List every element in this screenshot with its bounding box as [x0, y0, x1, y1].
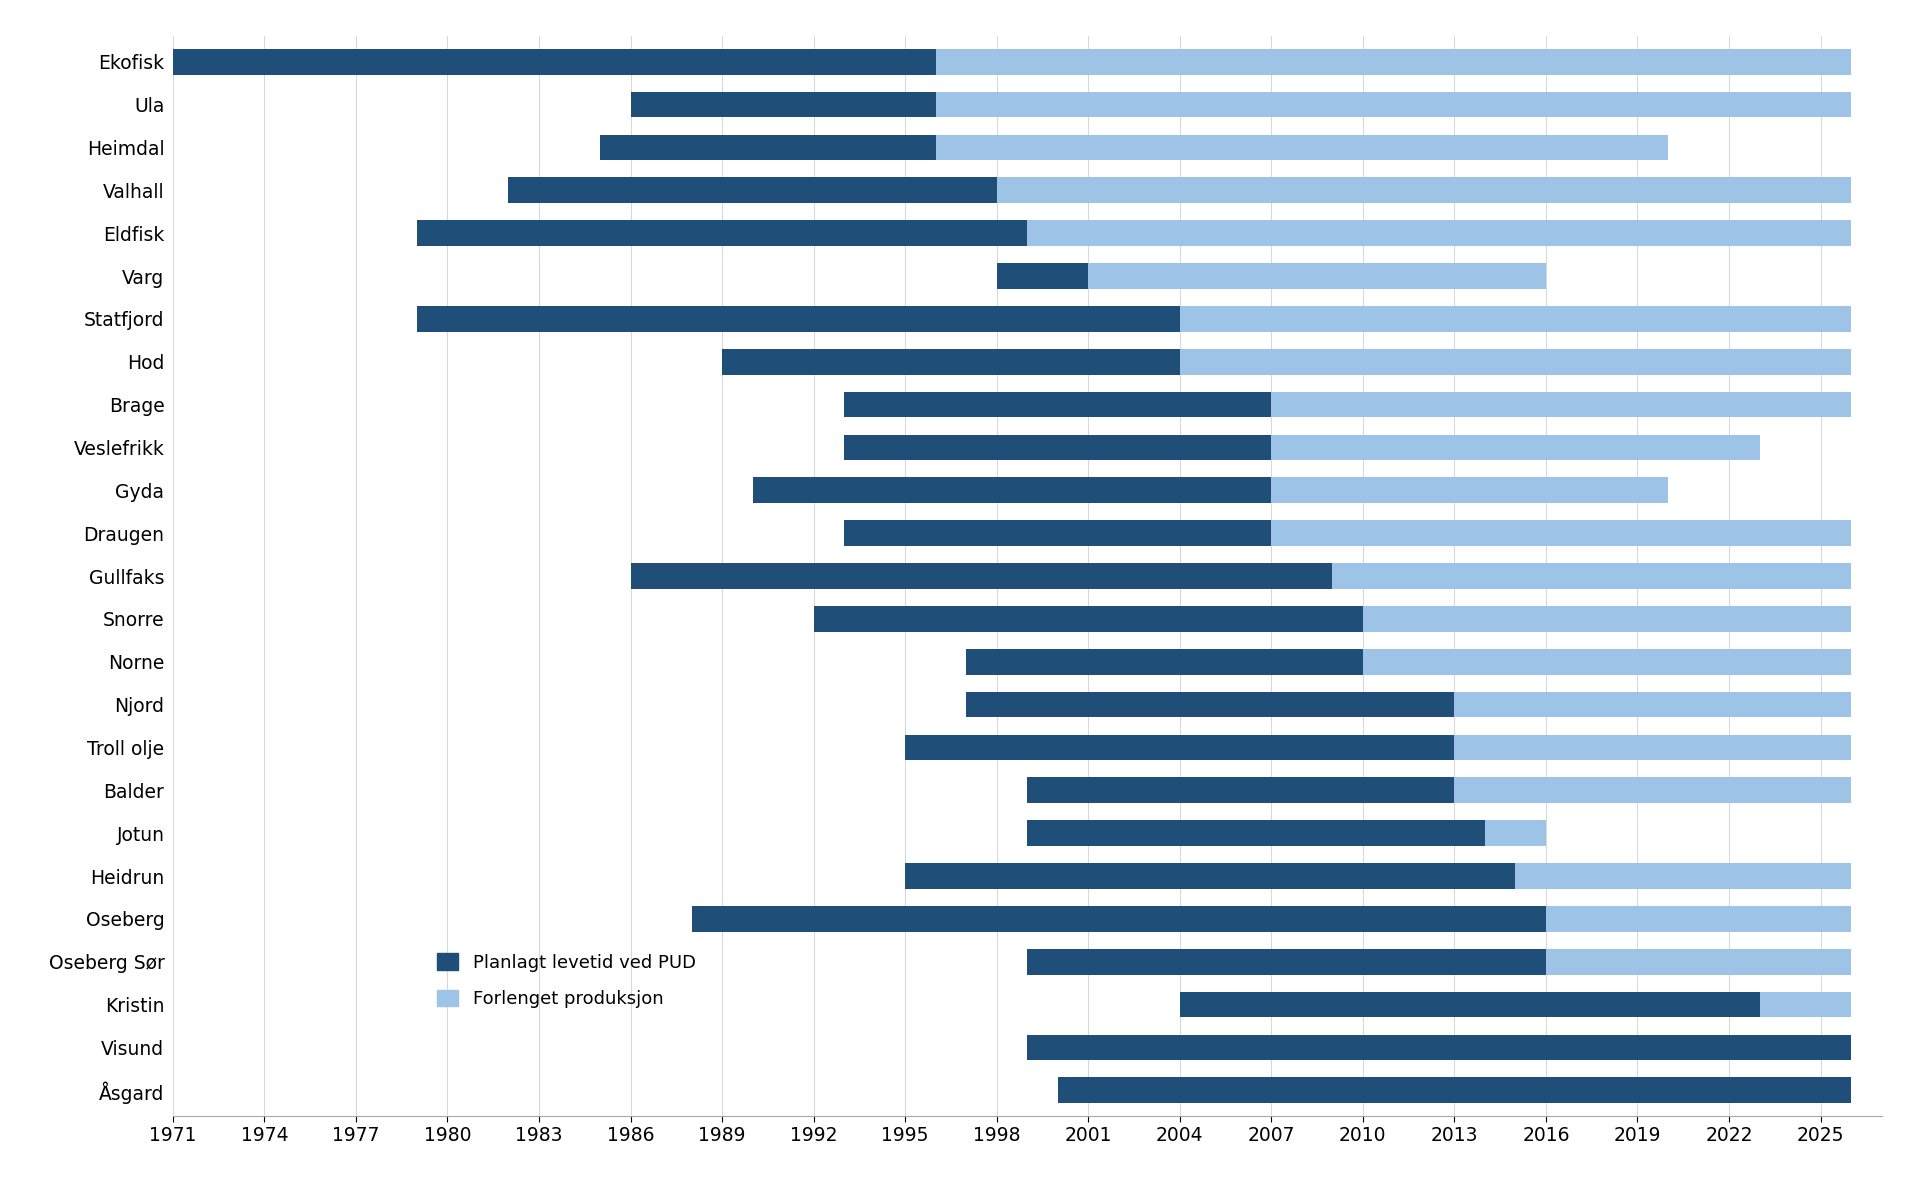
Bar — [1027, 778, 1455, 803]
Bar — [1546, 949, 1851, 974]
Bar — [753, 478, 1271, 503]
Bar — [1271, 391, 1851, 418]
Bar — [630, 563, 1332, 589]
Bar — [1455, 734, 1851, 761]
Bar — [1271, 478, 1668, 503]
Bar — [1363, 606, 1851, 631]
Bar — [845, 391, 1271, 418]
Bar — [966, 691, 1455, 718]
Bar — [1455, 778, 1851, 803]
Bar — [1271, 521, 1851, 546]
Bar — [904, 734, 1453, 761]
Bar — [1332, 563, 1851, 589]
Bar — [935, 134, 1668, 161]
Legend: Planlagt levetid ved PUD, Forlenget produksjon: Planlagt levetid ved PUD, Forlenget prod… — [430, 946, 703, 1015]
Bar — [1271, 434, 1759, 461]
Bar — [417, 221, 1027, 246]
Bar — [1546, 906, 1851, 931]
Bar — [599, 134, 935, 161]
Bar — [935, 91, 1851, 118]
Bar — [1027, 1034, 1851, 1061]
Bar — [814, 606, 1363, 631]
Bar — [1515, 863, 1851, 889]
Bar — [996, 178, 1851, 203]
Bar — [904, 863, 1515, 889]
Bar — [1027, 949, 1546, 974]
Bar — [691, 906, 1546, 931]
Bar — [1058, 1078, 1851, 1103]
Bar — [935, 49, 1851, 74]
Bar — [417, 306, 1179, 331]
Bar — [966, 649, 1363, 674]
Bar — [845, 521, 1271, 546]
Bar — [1179, 306, 1851, 331]
Bar — [722, 349, 1179, 374]
Bar — [845, 434, 1271, 461]
Bar — [1759, 991, 1851, 1018]
Bar — [1179, 991, 1759, 1018]
Bar — [1363, 649, 1851, 674]
Bar — [509, 178, 996, 203]
Bar — [996, 263, 1089, 289]
Bar — [1089, 263, 1546, 289]
Bar — [1027, 821, 1484, 846]
Bar — [1455, 691, 1851, 718]
Bar — [630, 91, 935, 118]
Bar — [1484, 821, 1546, 846]
Bar — [173, 49, 935, 74]
Bar — [1027, 221, 1851, 246]
Bar — [1179, 349, 1851, 374]
